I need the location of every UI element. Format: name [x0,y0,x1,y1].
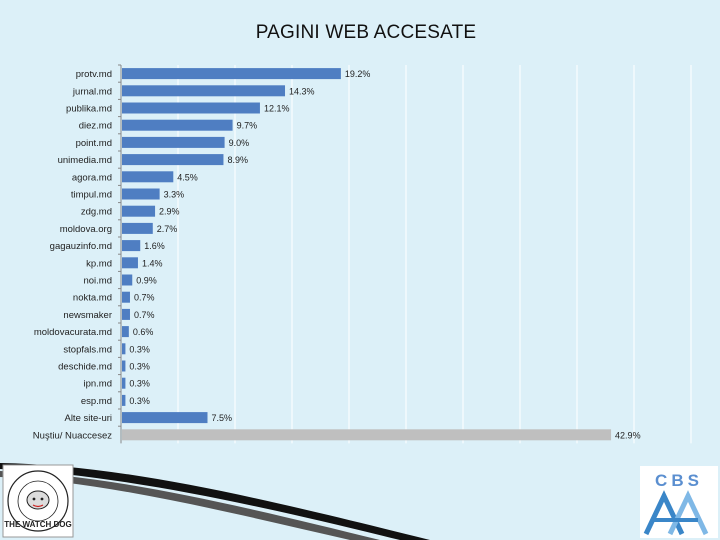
category-label: point.md [76,138,112,149]
category-label: moldova.org [60,224,112,235]
watchdog-logo: THE WATCH DOG [2,464,74,538]
value-label: 42.9% [615,430,641,440]
category-label: publika.md [66,104,112,115]
category-label: ipn.md [83,379,112,390]
cbs-logo: CBS [640,466,718,538]
category-label: moldovacurata.md [34,327,112,338]
category-label: deschide.md [58,362,112,373]
value-label: 7.5% [212,413,233,423]
cbs-logo-text: CBS [655,471,703,490]
bar [122,102,260,114]
value-label: 0.6% [133,327,154,337]
category-label: newsmaker [63,310,112,321]
bar [122,119,233,131]
category-label: protv.md [76,69,112,80]
value-label: 0.3% [129,396,150,406]
value-label: 9.7% [237,121,258,131]
value-label: 0.3% [129,362,150,372]
bar [122,257,138,269]
value-label: 4.5% [177,172,198,182]
category-label: timpul.md [71,190,112,201]
category-label: stopfals.md [63,344,112,355]
bar [122,222,153,234]
value-label: 8.9% [227,155,248,165]
bar [122,326,129,338]
category-label: diez.md [79,121,112,132]
bar [122,308,130,320]
bar [122,85,286,97]
value-label: 2.7% [157,224,178,234]
category-label: zdg.md [81,207,112,218]
bar [122,394,126,406]
value-label: 19.2% [345,69,371,79]
value-label: 0.3% [129,344,150,354]
value-label: 12.1% [264,104,290,114]
category-label: gagauzinfo.md [50,241,112,252]
value-label: 14.3% [289,86,315,96]
bar [122,412,208,424]
value-label: 1.4% [142,258,163,268]
category-label: nokta.md [73,293,112,304]
value-label: 0.7% [134,293,155,303]
category-label: Alte site-uri [64,413,112,424]
value-label: 0.3% [129,379,150,389]
bar [122,136,225,148]
value-label: 0.9% [136,276,157,286]
bar [122,240,141,252]
category-label: noi.md [83,276,112,287]
bar [122,291,130,303]
value-label: 9.0% [229,138,250,148]
category-label: kp.md [86,258,112,269]
category-label: Nuştiu/ Nuaccesez [33,430,112,441]
bar [122,377,126,389]
bar [122,171,174,183]
bar [122,274,133,286]
bar [122,154,224,166]
watchdog-logo-text: THE WATCH DOG [4,520,71,529]
value-label: 2.9% [159,207,180,217]
bar [122,68,341,80]
category-label: esp.md [81,396,112,407]
decorative-swoosh [0,463,430,540]
bar [122,429,612,441]
value-label: 0.7% [134,310,155,320]
value-label: 1.6% [144,241,165,251]
bar [122,360,126,372]
category-label: unimedia.md [58,155,112,166]
bar-chart: protv.md 19.2% jurnal.md 14.3% publika.md 12.… [33,64,692,444]
category-label: jurnal.md [72,86,112,97]
category-label: agora.md [72,172,112,183]
value-label: 3.3% [164,190,185,200]
bar [122,188,160,200]
bar [122,205,156,217]
chart-title: PAGINI WEB ACCESATE [255,22,477,43]
bar [122,343,126,355]
